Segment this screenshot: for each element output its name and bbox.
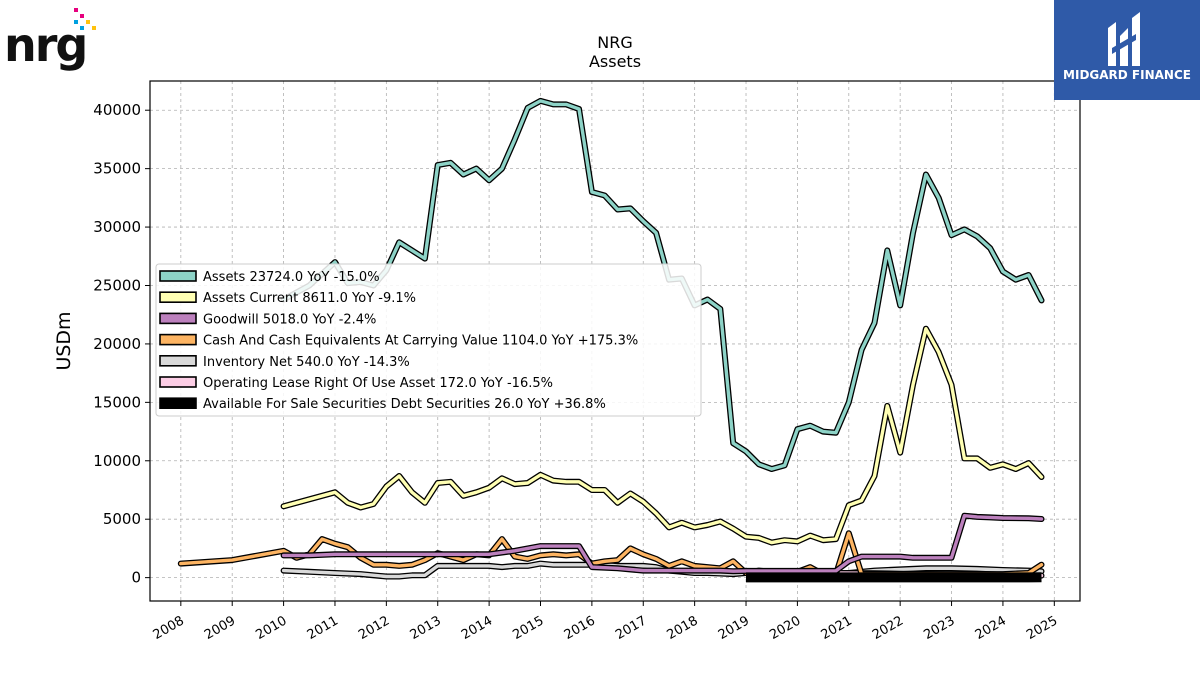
y-tick-label: 25000 (93, 276, 141, 294)
x-tick-label: 2025 (1024, 613, 1060, 643)
x-tick-label: 2024 (973, 613, 1009, 643)
y-tick-label: 10000 (93, 452, 141, 470)
y-tick-label: 40000 (93, 101, 141, 119)
chart-subtitle: Assets (589, 52, 641, 71)
legend-swatch (159, 270, 197, 282)
x-tick-label: 2012 (356, 613, 392, 643)
legend-entry: Assets Current 8611.0 YoY -9.1% (203, 291, 416, 306)
y-axis-ticks: 0 5000 10000 15000 20000 25000 30000 35000 40000 (93, 101, 150, 587)
legend-entry: Operating Lease Right Of Use Asset 172.0… (203, 376, 553, 391)
legend-entry: Cash And Cash Equivalents At Carrying Va… (203, 334, 638, 349)
legend-box (155, 263, 702, 417)
x-tick-label: 2023 (921, 613, 957, 643)
x-tick-label: 2009 (202, 613, 238, 643)
legend-swatch (159, 397, 197, 410)
x-tick-label: 2016 (562, 613, 598, 643)
y-axis-label: USDm (53, 311, 75, 370)
series-line-goodwill (281, 514, 1044, 573)
x-tick-label: 2018 (664, 613, 700, 643)
legend-swatch (159, 333, 197, 346)
x-tick-label: 2015 (510, 613, 546, 643)
legend-entry: Goodwill 5018.0 YoY -2.4% (203, 312, 376, 327)
midgard-logo-icon (1108, 12, 1140, 66)
legend-swatch (159, 312, 197, 325)
y-tick-label: 35000 (93, 160, 141, 178)
legend-entry: Assets 23724.0 YoY -15.0% (203, 270, 380, 285)
x-axis-ticks: 2008 2009 2010 2011 2012 2013 2014 2015 2016 2017… (151, 601, 1060, 643)
x-tick-label: 2013 (408, 613, 444, 643)
legend-entry: Inventory Net 540.0 YoY -14.3% (203, 355, 410, 370)
series-line-assets-current (281, 327, 1044, 545)
y-tick-label: 20000 (93, 335, 141, 353)
nrg-logo-mark-icon (74, 8, 96, 30)
nrg-logo: nrg (4, 18, 88, 72)
x-tick-label: 2021 (819, 613, 855, 643)
y-tick-label: 0 (131, 569, 141, 587)
nrg-logo-text: nrg (4, 18, 88, 72)
y-tick-label: 30000 (93, 218, 141, 236)
series-line-cash-and-cash-equivalents-at-carrying-value (179, 531, 1044, 576)
x-tick-label: 2020 (767, 613, 803, 643)
brand-name: MIDGARD FINANCE (1063, 68, 1191, 82)
x-tick-label: 2022 (870, 613, 906, 643)
series-lines (177, 97, 1045, 583)
brand-logo: MIDGARD FINANCE (1054, 0, 1200, 100)
plot-frame (149, 80, 1081, 602)
y-tick-label: 5000 (103, 510, 141, 528)
legend-swatch (159, 354, 197, 367)
x-tick-label: 2011 (305, 613, 341, 643)
x-tick-label: 2014 (459, 613, 495, 643)
legend-entry: Available For Sale Securities Debt Secur… (203, 397, 606, 412)
legend-swatch (159, 376, 197, 388)
x-tick-label: 2019 (716, 613, 752, 643)
x-tick-label: 2008 (151, 613, 187, 643)
legend-swatch (159, 291, 197, 304)
y-tick-label: 15000 (93, 393, 141, 411)
chart-title: NRG (597, 33, 632, 52)
x-tick-label: 2010 (253, 613, 289, 643)
legend: Assets 23724.0 YoY -15.0% Assets Current … (155, 263, 702, 417)
x-tick-label: 2017 (613, 613, 649, 643)
